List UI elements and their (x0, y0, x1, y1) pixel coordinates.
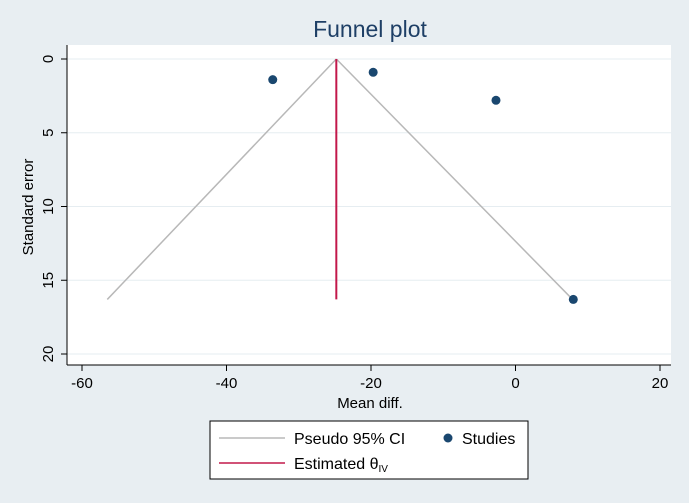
legend-box (209, 420, 529, 480)
legend-studies-marker (443, 433, 453, 443)
y-tick-label-5: 5 (40, 129, 57, 137)
ci-line-left (106, 58, 337, 300)
plot-area (67, 45, 671, 365)
x-tick-label-0: 0 (511, 375, 519, 392)
y-axis-ticks: 0 5 10 15 20 (40, 55, 67, 363)
y-tick-label-15: 15 (40, 272, 57, 289)
study-points (268, 67, 578, 304)
legend-studies-label: Studies (462, 431, 515, 448)
x-tick-label--20: -20 (360, 375, 382, 392)
x-tick-label--40: -40 (216, 375, 238, 392)
x-tick-label--60: -60 (71, 375, 93, 392)
y-tick-label-10: 10 (40, 198, 57, 215)
x-axis-ticks: -60 -40 -20 0 20 (71, 365, 668, 392)
ci-line-right (335, 58, 574, 300)
study-point-3 (491, 95, 501, 105)
legend-estimate-label-subscript: IV (378, 464, 388, 475)
study-point-1 (268, 75, 278, 85)
chart-title: Funnel plot (313, 16, 427, 42)
x-tick-label-20: 20 (652, 375, 669, 392)
x-axis-label: Mean diff. (337, 395, 403, 412)
legend: Pseudo 95% CI Studies Estimated θIV (209, 420, 529, 480)
study-point-2 (368, 67, 378, 77)
y-axis-label: Standard error (20, 159, 37, 256)
legend-estimate-label-main: Estimated θ (294, 456, 379, 473)
legend-ci-label: Pseudo 95% CI (294, 431, 405, 448)
gridlines (67, 58, 671, 355)
legend-estimate-label: Estimated θIV (294, 456, 388, 475)
y-tick-label-0: 0 (40, 55, 57, 63)
y-tick-label-20: 20 (40, 346, 57, 363)
study-point-4 (568, 294, 578, 304)
pseudo-ci-lines (106, 58, 574, 300)
